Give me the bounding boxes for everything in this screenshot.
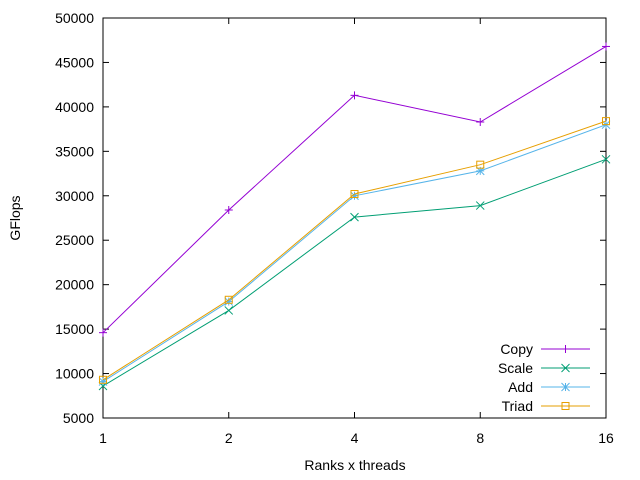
y-tick-label: 25000 (55, 232, 94, 248)
data-point-triad (224, 295, 233, 304)
data-point-triad (476, 160, 485, 169)
data-point-triad (602, 117, 610, 126)
series-line-copy (102, 45, 607, 334)
plot-frame (102, 17, 607, 419)
data-point-copy (99, 328, 107, 337)
y-tick-label: 35000 (55, 143, 94, 159)
data-point-add (98, 377, 108, 386)
data-point-copy (350, 91, 359, 100)
legend-item-triad: Triad (502, 398, 590, 414)
data-point-copy (476, 118, 485, 126)
y-tick-label: 5000 (63, 410, 94, 426)
series-triad (99, 117, 610, 384)
series-scale (98, 154, 611, 391)
x-tick-label: 16 (598, 430, 614, 446)
data-point-copy (602, 42, 610, 51)
data-point-triad (99, 375, 107, 384)
x-axis-title: Ranks x threads (304, 457, 405, 473)
series-line-triad (102, 120, 607, 381)
series-layer (98, 42, 611, 391)
y-axis-title: GFlops (7, 195, 23, 240)
data-point-scale (475, 201, 485, 210)
y-tick-label: 20000 (55, 277, 94, 293)
x-tick-label: 2 (225, 430, 233, 446)
y-tick-label: 40000 (55, 99, 94, 115)
plot-border (102, 17, 607, 419)
legend-marker-scale (561, 363, 570, 373)
y-tick-label: 15000 (55, 321, 94, 337)
x-tick-label: 1 (99, 430, 107, 446)
legend-marker-triad (561, 402, 570, 410)
data-point-scale (350, 212, 359, 222)
legend-item-copy: Copy (500, 341, 590, 357)
data-point-scale (601, 154, 611, 164)
legend-marker-add (561, 382, 570, 392)
data-point-triad (350, 190, 359, 198)
legend: Copy Scale Add Triad (498, 341, 590, 414)
legend-item-scale: Scale (498, 360, 590, 376)
legend-label-copy: Copy (500, 341, 533, 357)
legend-label-add: Add (508, 379, 533, 395)
y-tick-label: 45000 (55, 54, 94, 70)
x-tick-label: 4 (351, 430, 359, 446)
x-tick-label: 8 (476, 430, 484, 446)
y-axis: 5000 10000 15000 20000 25000 30000 35000 40000 4… (55, 10, 606, 426)
legend-label-triad: Triad (502, 398, 533, 414)
data-point-scale (224, 306, 234, 315)
legend-label-scale: Scale (498, 360, 533, 376)
series-add (98, 120, 611, 386)
legend-item-add: Add (508, 379, 590, 395)
y-tick-label: 10000 (55, 366, 94, 382)
y-tick-label: 30000 (55, 188, 94, 204)
data-point-copy (224, 206, 233, 214)
series-copy (99, 42, 610, 337)
x-axis: 1 2 4 8 16 (99, 18, 614, 446)
y-tick-label: 50000 (55, 10, 94, 26)
legend-marker-copy (561, 345, 570, 353)
